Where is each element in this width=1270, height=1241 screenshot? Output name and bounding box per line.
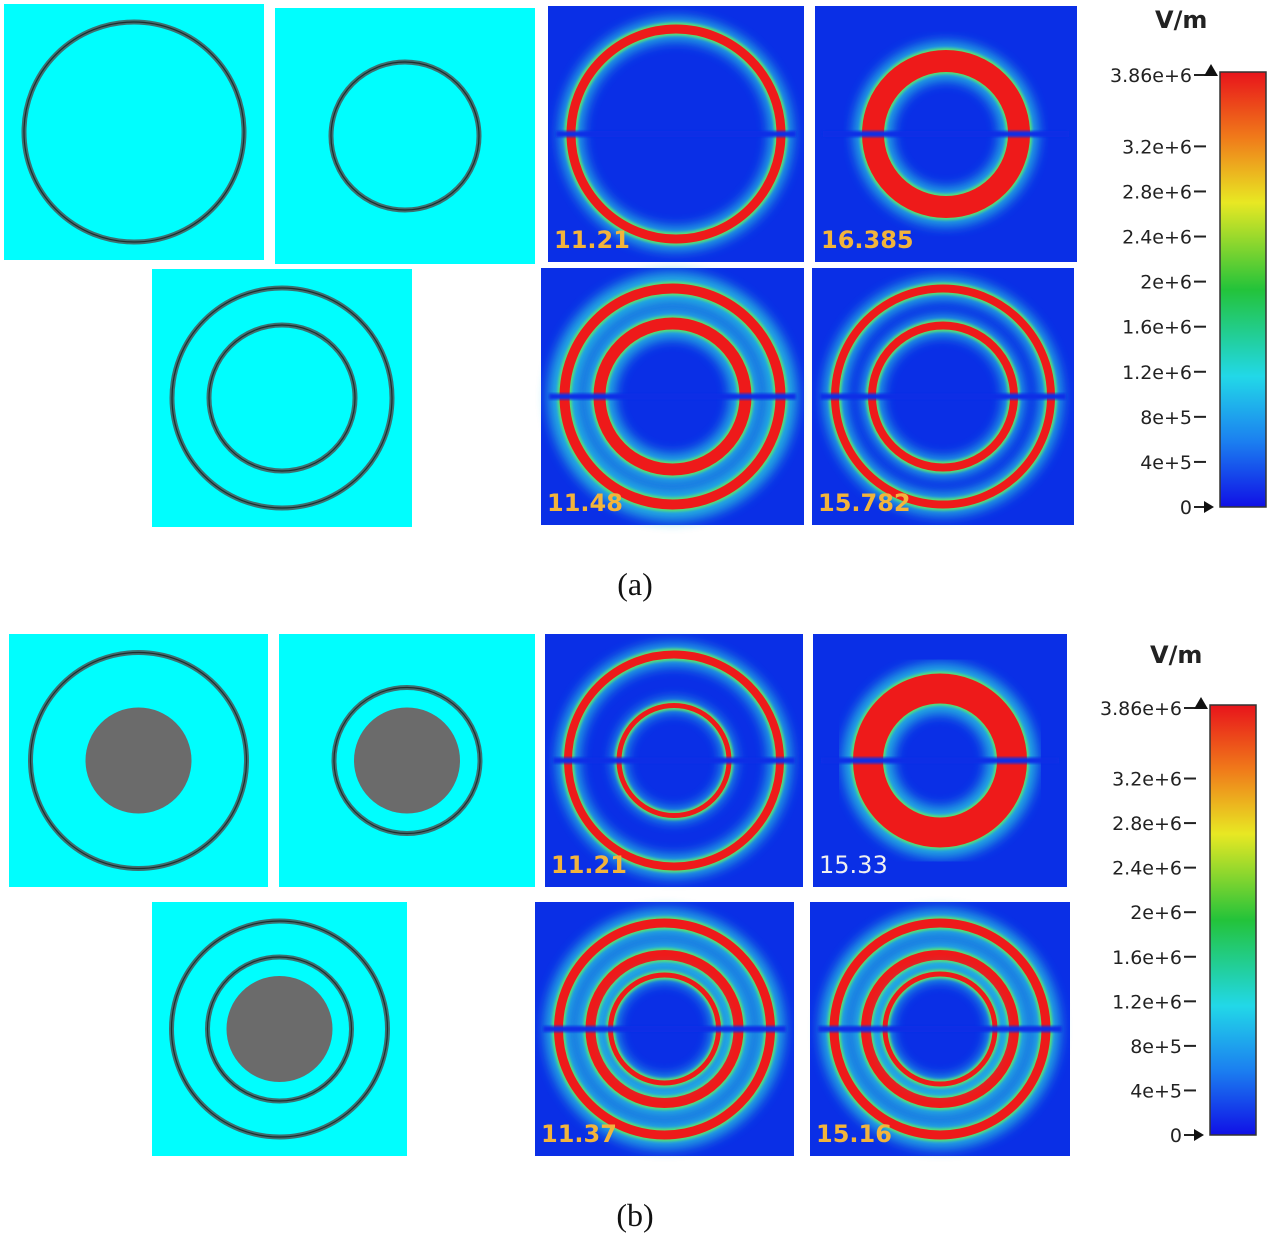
ring-inner [29,651,248,870]
node-gap [820,393,1066,400]
colorbar [1219,71,1267,508]
colorbar-label: 4e+5 [1130,1080,1182,1102]
colorbar-label: 8e+5 [1140,407,1192,429]
colorbar-label: 0 [1170,1125,1182,1147]
node-gap [821,757,1059,764]
geometry-tile [275,8,535,264]
colorbar-label: 2.8e+6 [1122,181,1192,203]
metal-core [354,707,460,814]
field-label: 16.385 [821,226,914,254]
node-gap [818,1026,1062,1032]
colorbar-label: 8e+5 [1130,1036,1182,1058]
colorbar-label: 0 [1180,497,1192,519]
node-gap [556,131,796,137]
field-label: 15.16 [816,1120,892,1148]
geometry-tile [152,269,412,527]
colorbar [1209,704,1257,1136]
colorbar-label: 2e+6 [1140,272,1192,294]
metal-core [85,707,192,814]
marker [1204,501,1214,513]
colorbar-label: 1.6e+6 [1122,317,1192,339]
colorbar-label: 1.2e+6 [1122,362,1192,384]
field-label: 11.21 [554,226,630,254]
ring-inner [23,21,245,243]
node-gap [553,757,795,764]
ring-inner [330,61,480,211]
field-label: 11.48 [547,489,623,517]
colorbar-label: 1.2e+6 [1112,991,1182,1013]
colorbar-label: 2.8e+6 [1112,813,1182,835]
colorbar-label: 3.86e+6 [1110,65,1192,87]
node-gap [549,393,796,400]
caption: (b) [616,1197,653,1233]
colorbar-label: 3.2e+6 [1112,769,1182,791]
unit: V/m [1150,641,1202,669]
colorbar-label: 3.86e+6 [1100,698,1182,720]
colorbar-label: 1.6e+6 [1112,947,1182,969]
geometry-tile [4,4,264,260]
ring-inner [208,324,356,472]
field-label: 11.37 [541,1120,617,1148]
unit: V/m [1155,6,1207,34]
ring-inner [171,287,393,509]
colorbar-label: 2.4e+6 [1112,858,1182,880]
colorbar-label: 4e+5 [1140,452,1192,474]
marker [1194,697,1208,709]
field-label: 11.21 [551,851,627,879]
node-gap [823,131,1069,137]
marker [1194,1129,1204,1141]
colorbar-label: 3.2e+6 [1122,136,1192,158]
colorbar-label: 2e+6 [1130,902,1182,924]
field-label: 15.782 [818,489,911,517]
caption: (a) [617,566,653,602]
ring-inner [206,956,353,1102]
field-label: 15.33 [819,851,888,879]
ring-inner [333,686,481,835]
colorbar-label: 2.4e+6 [1122,227,1192,249]
marker [1204,64,1218,76]
node-gap [543,1026,786,1032]
ring-inner [170,920,389,1138]
metal-core [226,976,333,1082]
